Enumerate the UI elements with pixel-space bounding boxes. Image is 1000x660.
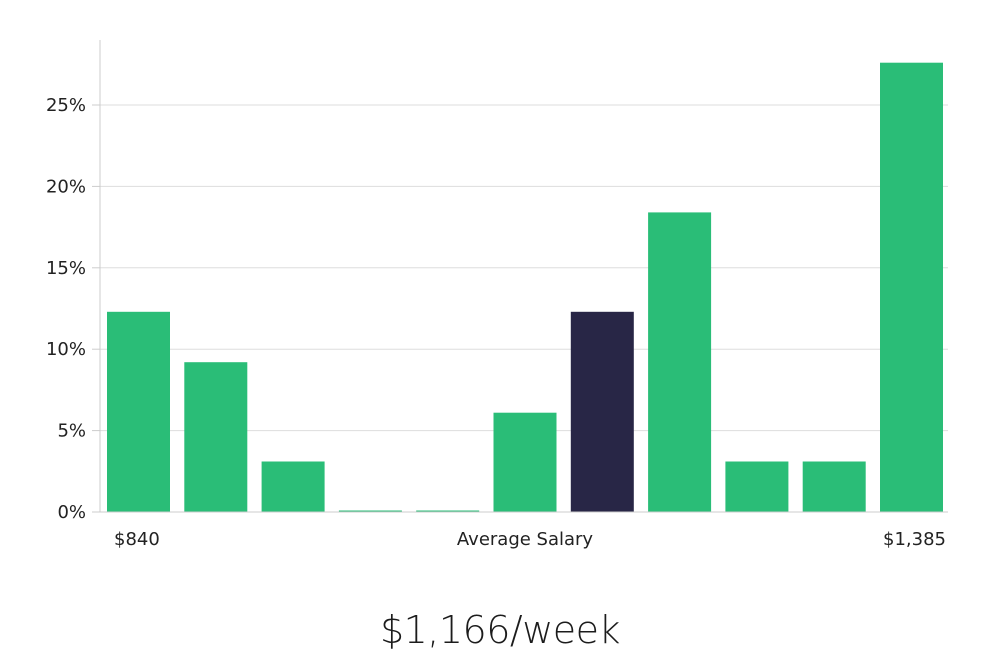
bar xyxy=(648,212,712,512)
bar-highlighted xyxy=(570,311,634,512)
bar xyxy=(880,62,943,512)
average-salary-value: $1,166/week xyxy=(379,608,621,652)
bar xyxy=(725,461,789,512)
y-tick-label: 15% xyxy=(46,258,86,279)
grid-lines xyxy=(100,104,948,432)
bar xyxy=(416,510,480,512)
y-tick-label: 20% xyxy=(46,176,86,197)
y-tick-label: 0% xyxy=(57,502,86,523)
x-label-average: Average Salary xyxy=(456,529,594,550)
salary-histogram: 0% 5% 10% 15% 20% 25% xyxy=(46,40,948,523)
bar xyxy=(338,510,402,512)
bars xyxy=(107,62,943,512)
bar xyxy=(261,461,325,512)
y-tick-label: 10% xyxy=(46,339,86,360)
y-axis-ticks: 0% 5% 10% 15% 20% 25% xyxy=(46,95,100,523)
y-tick-label: 25% xyxy=(46,95,86,116)
bar xyxy=(802,461,866,512)
bar xyxy=(184,362,248,512)
x-label-max: $1,385 xyxy=(883,529,946,550)
bar xyxy=(107,311,170,512)
x-label-min: $840 xyxy=(114,529,160,550)
y-tick-label: 5% xyxy=(57,421,86,442)
bar xyxy=(493,412,557,512)
